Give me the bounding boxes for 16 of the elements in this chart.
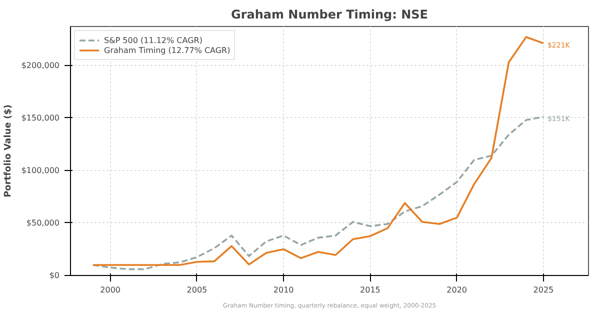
y-tick-label: $50,000 <box>26 218 60 228</box>
x-tick-label: 2010 <box>273 286 294 294</box>
line-series <box>92 36 544 266</box>
x-tick-label: 2020 <box>446 286 468 294</box>
legend-label: S&P 500 (11.12% CAGR) <box>104 35 202 45</box>
y-tick-label: $0 <box>49 271 60 280</box>
x-tick-label: 2025 <box>533 286 554 294</box>
y-tick-label: $150,000 <box>21 113 60 122</box>
y-axis-title: Portfolio Value ($) <box>3 104 14 198</box>
x-tick-label: 2000 <box>100 286 121 294</box>
chart-title: Graham Number Timing: NSE <box>230 8 428 22</box>
y-tick-label: $200,000 <box>21 60 60 70</box>
legend-label: Graham Timing (12.77% CAGR) <box>104 45 230 55</box>
y-tick-label: $100,000 <box>21 166 60 175</box>
x-tick-label: 2005 <box>186 286 208 294</box>
x-tick-label: 2015 <box>360 286 380 294</box>
